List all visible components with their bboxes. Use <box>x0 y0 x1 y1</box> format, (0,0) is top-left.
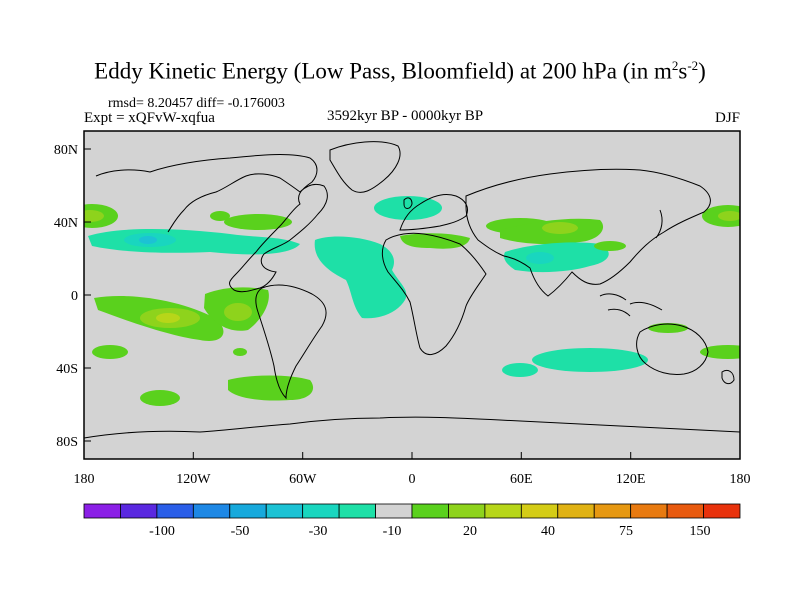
map-title: Eddy Kinetic Energy (Low Pass, Bloomfiel… <box>94 58 706 84</box>
colorbar-swatch <box>484 503 522 519</box>
latitude-ticks <box>84 148 91 442</box>
anomaly-region-atlantic <box>314 236 407 319</box>
colorbar-label: -50 <box>231 524 250 539</box>
colorbar-swatch <box>302 503 340 519</box>
lat-label: 40N <box>54 216 78 231</box>
longitude-ticks <box>83 452 741 459</box>
colorbar-swatch <box>192 503 231 519</box>
lon-label: 120W <box>176 472 211 487</box>
lon-label: 60E <box>510 472 533 487</box>
lon-label: 0 <box>409 472 416 487</box>
colorbar-label: 40 <box>541 524 555 539</box>
lon-label: 180 <box>74 472 95 487</box>
coastline-antarctica <box>84 416 740 439</box>
colorbar-label: -100 <box>149 524 175 539</box>
coastline-australia <box>636 323 709 375</box>
colorbar-labels: -100 -50 -30 -10 20 40 75 150 <box>149 524 710 539</box>
anomaly-contours <box>84 196 740 406</box>
anomaly-region-south-america <box>228 375 314 401</box>
lat-label: 40S <box>56 362 78 377</box>
colorbar-swatch <box>375 503 413 519</box>
colorbar-swatch <box>593 503 632 519</box>
coastline-north-america <box>95 154 328 293</box>
lon-label: 120E <box>616 472 646 487</box>
coastline-africa <box>381 232 487 355</box>
colorbar-swatch <box>448 503 486 519</box>
coastline-asia <box>465 168 711 297</box>
colorbar-swatch <box>520 503 559 519</box>
colorbar-label: 75 <box>619 524 633 539</box>
colorbar-label: 20 <box>463 524 477 539</box>
longitude-labels: 180 120W 60W 0 60E 120E 180 <box>74 472 751 487</box>
experiment-label: Expt = xQFvW-xqfua <box>84 110 215 126</box>
colorbar-label: 150 <box>690 524 711 539</box>
time-period-label: 3592kyr BP - 0000kyr BP <box>326 108 484 124</box>
colorbar-label: -30 <box>309 524 328 539</box>
latitude-labels: 80N 40N 0 40S 80S <box>54 143 78 450</box>
colorbar-swatch <box>229 503 267 519</box>
season-label: DJF <box>714 110 740 126</box>
coastlines <box>84 141 740 439</box>
lon-label: 180 <box>730 472 751 487</box>
map-background <box>84 131 740 459</box>
coastline-south-america <box>255 284 327 400</box>
colorbar-swatch <box>265 503 304 519</box>
lat-label: 80N <box>54 143 78 158</box>
lat-label: 80S <box>56 435 78 450</box>
coastline-greenland <box>329 141 401 193</box>
lon-label: 60W <box>289 472 317 487</box>
colorbar-swatch <box>557 503 595 519</box>
colorbar-swatch <box>630 503 668 519</box>
colorbar-label: -10 <box>383 524 402 539</box>
colorbar-swatch <box>338 503 376 519</box>
lat-label: 0 <box>71 289 78 304</box>
colorbar <box>83 503 741 519</box>
colorbar-swatch <box>156 503 194 519</box>
rmsd-diff-stats: rmsd= 8.20457 diff= -0.176003 <box>108 96 285 111</box>
colorbar-swatch <box>120 503 158 519</box>
colorbar-swatch <box>411 503 449 519</box>
colorbar-swatch <box>666 503 704 519</box>
colorbar-swatch <box>703 503 741 519</box>
colorbar-swatch <box>83 503 121 519</box>
